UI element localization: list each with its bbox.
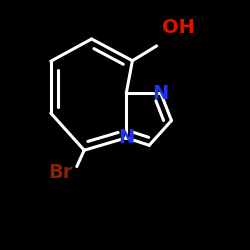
Text: Br: Br	[48, 163, 73, 182]
Text: OH: OH	[162, 18, 194, 37]
Text: N: N	[153, 84, 169, 103]
Text: N: N	[118, 128, 134, 147]
